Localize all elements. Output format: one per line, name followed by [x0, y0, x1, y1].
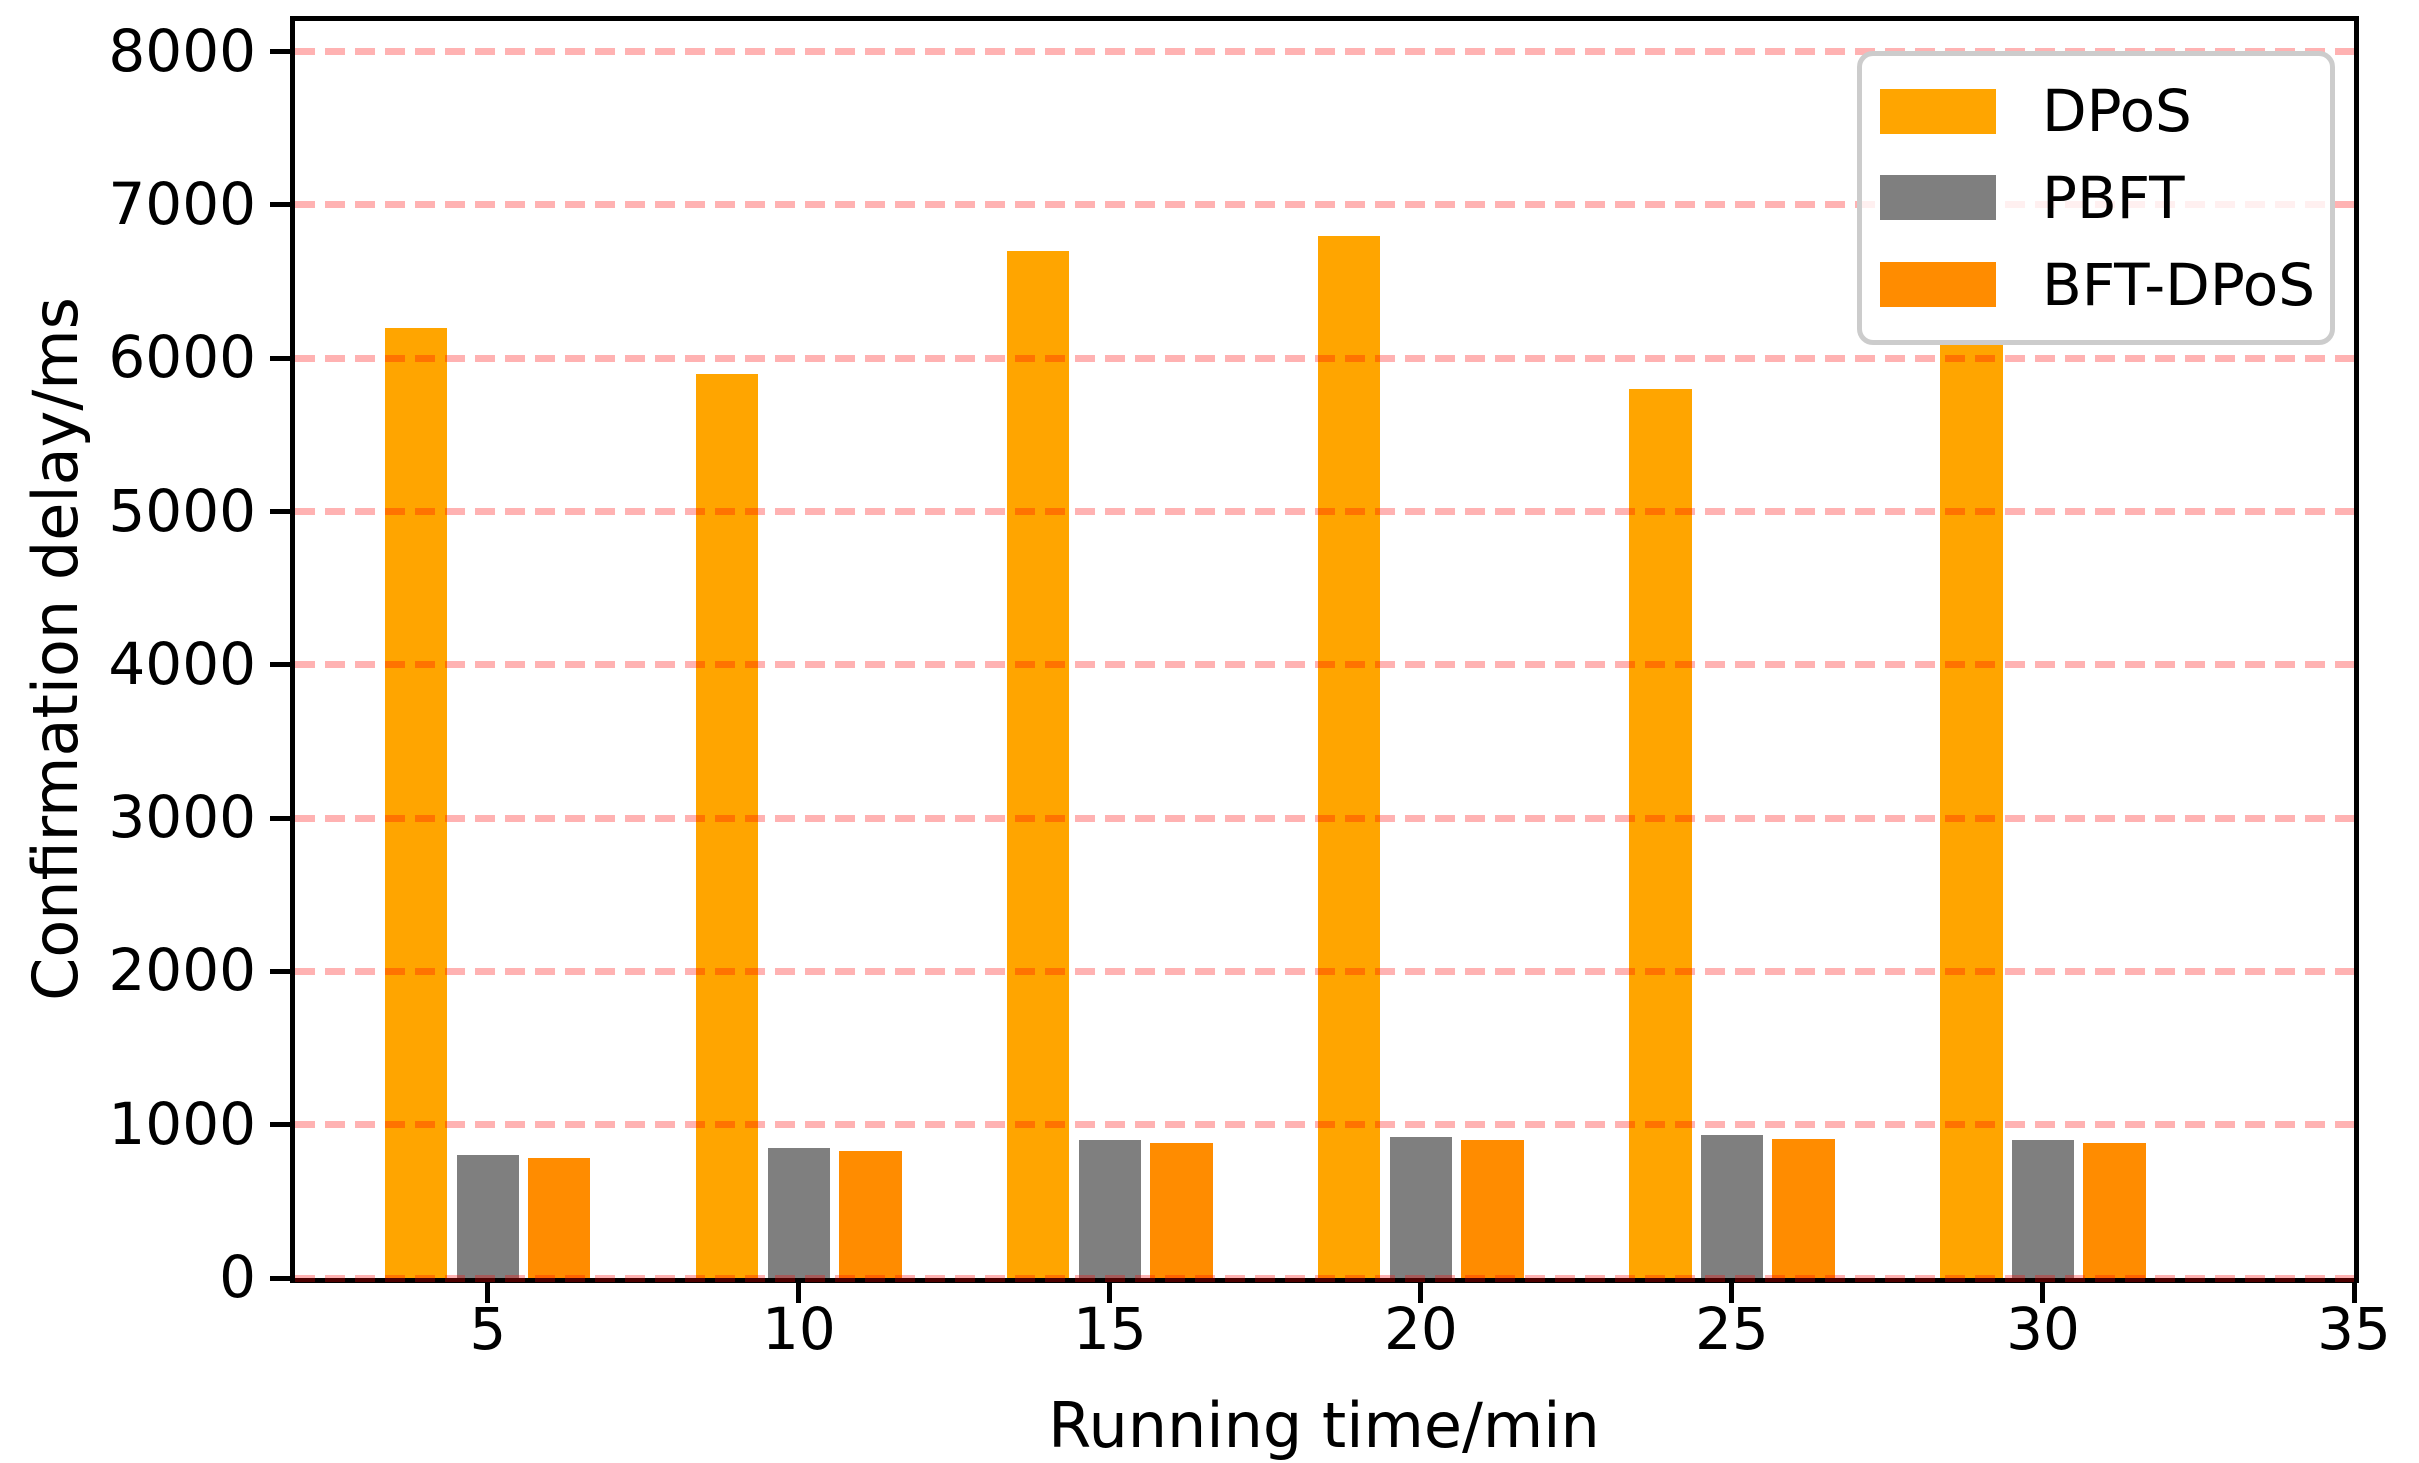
bar-dpos-20 [1318, 235, 1381, 1278]
bar-bft-dpos-20 [1461, 1140, 1524, 1278]
x-tick-label-20: 20 [1384, 1295, 1458, 1363]
y-tick-label-0: 0 [219, 1242, 256, 1311]
y-axis-label: Confirmation delay/ms [19, 297, 92, 1001]
y-tick-1000 [270, 1122, 290, 1128]
y-tick-label-7000: 7000 [108, 169, 256, 238]
y-tick-7000 [270, 202, 290, 208]
y-tick-label-8000: 8000 [108, 16, 256, 85]
bar-pbft-5 [456, 1155, 519, 1278]
y-tick-label-5000: 5000 [108, 476, 256, 545]
bar-bft-dpos-30 [2083, 1143, 2146, 1278]
x-tick-label-35: 35 [2317, 1295, 2391, 1363]
bar-dpos-10 [696, 373, 759, 1278]
y-tick-6000 [270, 355, 290, 361]
y-tick-8000 [270, 49, 290, 55]
x-tick-5 [485, 1283, 491, 1303]
y-tick-label-2000: 2000 [108, 936, 256, 1005]
x-tick-label-10: 10 [761, 1295, 836, 1363]
bar-bft-dpos-25 [1772, 1138, 1835, 1278]
x-axis-label: Running time/min [1048, 1389, 1600, 1462]
legend-swatch-dpos [1880, 88, 1996, 134]
y-tick-label-3000: 3000 [108, 782, 256, 851]
y-tick-label-1000: 1000 [108, 1089, 256, 1158]
x-tick-25 [1729, 1283, 1735, 1303]
x-tick-label-15: 15 [1072, 1295, 1147, 1363]
legend-row-pbft: PBFT [1880, 169, 2320, 227]
bar-dpos-30 [1940, 342, 2003, 1278]
legend-swatch-bft-dpos [1880, 262, 1996, 308]
y-tick-4000 [270, 662, 290, 668]
bar-bft-dpos-10 [839, 1150, 902, 1278]
x-tick-label-25: 25 [1695, 1295, 1769, 1363]
bar-bft-dpos-15 [1150, 1143, 1213, 1278]
legend-row-bft-dpos: BFT-DPoS [1880, 256, 2320, 314]
bar-dpos-25 [1629, 388, 1692, 1278]
bar-dpos-5 [385, 327, 448, 1278]
legend-swatch-pbft [1880, 175, 1996, 221]
y-tick-3000 [270, 815, 290, 821]
y-tick-5000 [270, 509, 290, 515]
y-tick-2000 [270, 968, 290, 974]
x-tick-label-5: 5 [469, 1295, 507, 1363]
bar-pbft-15 [1078, 1140, 1141, 1278]
x-tick-30 [2040, 1283, 2046, 1303]
bar-pbft-20 [1389, 1136, 1453, 1278]
legend-label-pbft: PBFT [2042, 163, 2185, 232]
x-tick-label-30: 30 [2006, 1295, 2080, 1363]
x-tick-20 [1418, 1283, 1424, 1303]
y-tick-label-4000: 4000 [108, 629, 256, 698]
legend-label-bft-dpos: BFT-DPoS [2042, 250, 2316, 319]
y-tick-label-6000: 6000 [108, 323, 256, 392]
legend: DPoS PBFT BFT-DPoS [1857, 51, 2335, 345]
bar-dpos-15 [1007, 250, 1070, 1278]
legend-label-dpos: DPoS [2042, 77, 2192, 146]
legend-row-dpos: DPoS [1880, 82, 2320, 140]
y-tick-0 [270, 1275, 290, 1281]
bar-bft-dpos-5 [528, 1158, 591, 1278]
bar-pbft-25 [1700, 1135, 1764, 1278]
bar-pbft-30 [2011, 1140, 2075, 1278]
x-tick-15 [1107, 1283, 1113, 1303]
bar-pbft-10 [767, 1147, 830, 1278]
x-tick-35 [2351, 1283, 2357, 1303]
x-tick-10 [796, 1283, 802, 1303]
